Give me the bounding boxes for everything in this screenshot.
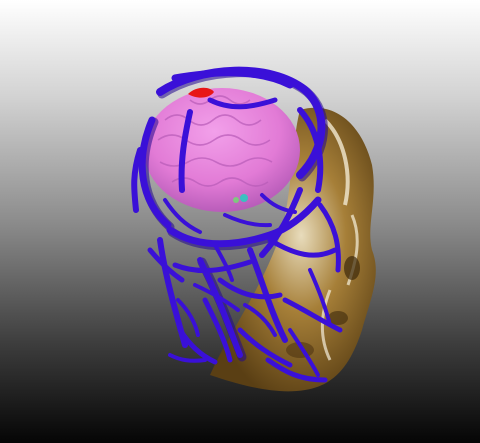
vessel-network	[131, 66, 343, 383]
lesion-marker	[188, 87, 248, 203]
